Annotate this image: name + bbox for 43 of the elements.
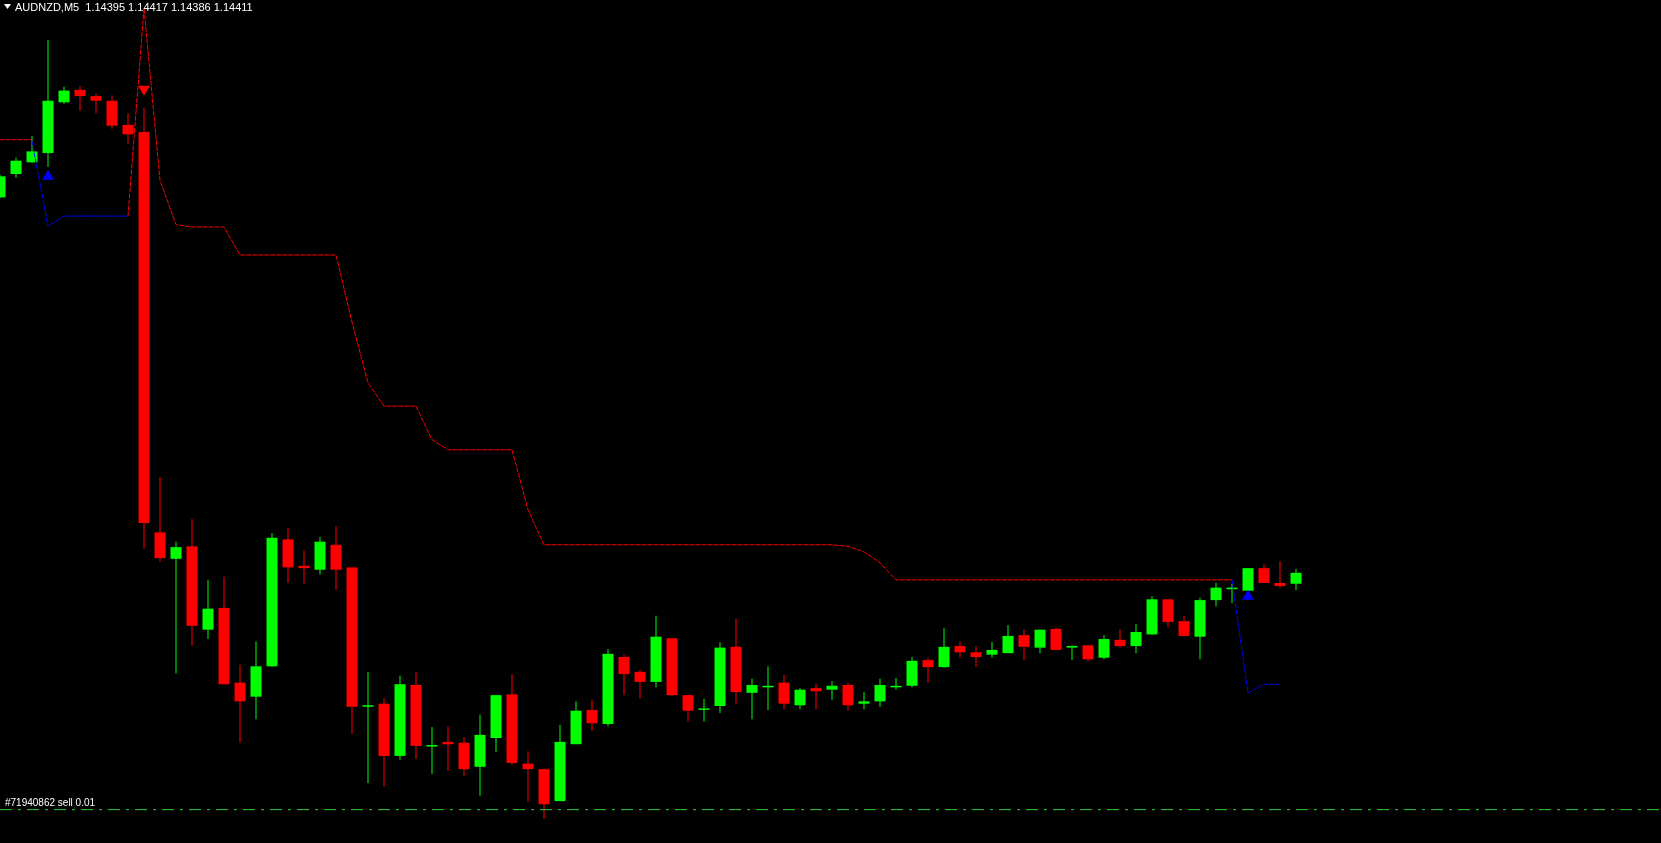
candlestick xyxy=(1130,623,1142,654)
candlestick xyxy=(170,541,182,674)
candlestick xyxy=(922,657,934,684)
candlestick xyxy=(698,698,710,723)
candlestick xyxy=(874,678,886,708)
candlestick xyxy=(778,674,790,710)
ref-line-label: #71940862 sell 0.01 xyxy=(5,796,96,808)
candlestick xyxy=(1098,634,1110,660)
candlestick xyxy=(586,699,598,732)
candlestick xyxy=(810,683,822,710)
candlestick xyxy=(1018,629,1030,661)
candlestick xyxy=(1258,563,1270,584)
candlestick xyxy=(970,645,982,668)
candlestick xyxy=(1050,626,1062,651)
chart-title: AUDNZD,M5 1.14395 1.14417 1.14386 1.14411 xyxy=(15,1,253,13)
candlestick xyxy=(1274,560,1286,589)
candlestick xyxy=(842,682,854,712)
candlestick xyxy=(938,627,950,669)
candlestick xyxy=(986,641,998,659)
candlestick xyxy=(1178,615,1190,637)
candlestick xyxy=(122,112,134,145)
candlestick xyxy=(746,678,758,720)
candlestick xyxy=(826,680,838,701)
candlestick xyxy=(522,750,534,803)
candlestick xyxy=(1210,582,1222,607)
candlestick xyxy=(90,93,102,114)
candlestick xyxy=(1066,644,1078,661)
candlestick xyxy=(954,640,966,659)
candlestick xyxy=(1114,629,1126,649)
candlestick xyxy=(794,687,806,710)
candlestick xyxy=(1002,624,1014,654)
candlestick xyxy=(682,694,694,723)
candlestick xyxy=(362,671,374,784)
candlestick xyxy=(234,664,246,744)
candlestick xyxy=(1290,568,1302,591)
candlestick xyxy=(618,654,630,696)
candlestick xyxy=(1162,598,1174,628)
candlestick xyxy=(202,579,214,640)
candlestick xyxy=(10,157,22,179)
candlestick xyxy=(26,135,38,164)
candlestick xyxy=(74,85,86,112)
candlestick xyxy=(858,691,870,710)
candlestick xyxy=(634,669,646,699)
